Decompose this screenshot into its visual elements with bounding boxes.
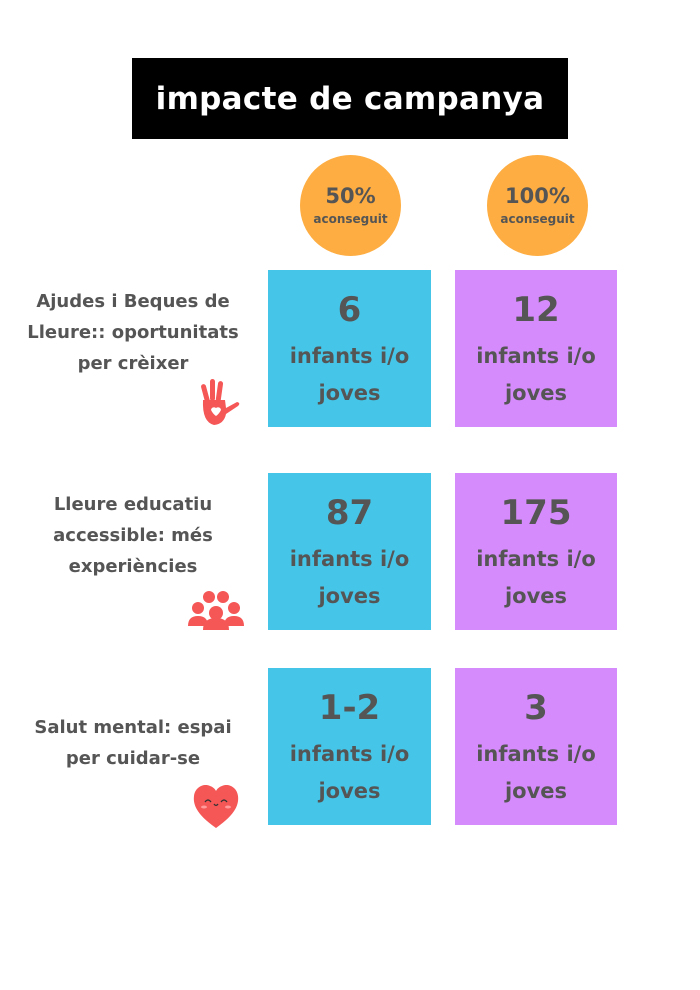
row-label: Lleure educatiu accessible: més experièn… bbox=[53, 494, 213, 577]
row-label: Ajudes i Beques de Lleure:: oportunitats… bbox=[27, 291, 239, 374]
goal-label: aconseguit bbox=[313, 211, 388, 226]
stat-box-50: 1-2 infants i/o joves bbox=[268, 668, 431, 825]
stat-unit: infants i/o joves bbox=[289, 343, 410, 405]
goal-percent: 100% bbox=[505, 183, 570, 208]
stat-value: 87 bbox=[325, 492, 374, 533]
stat-box-50: 87 infants i/o joves bbox=[268, 473, 431, 630]
stat-box-100: 175 infants i/o joves bbox=[455, 473, 617, 630]
stat-box-100: 3 infants i/o joves bbox=[455, 668, 617, 825]
stat-unit: infants i/o joves bbox=[289, 741, 410, 803]
stat-value: 175 bbox=[500, 492, 572, 533]
stat-box-100: 12 infants i/o joves bbox=[455, 270, 617, 427]
page-title: impacte de campanya bbox=[132, 58, 568, 139]
smiling-heart-icon bbox=[193, 785, 239, 828]
group-people-icon bbox=[188, 591, 244, 630]
goal-label: aconseguit bbox=[500, 211, 575, 226]
stat-unit: infants i/o joves bbox=[476, 343, 596, 405]
hand-heart-icon bbox=[201, 379, 240, 425]
stat-unit: infants i/o joves bbox=[476, 546, 596, 608]
stat-box-50: 6 infants i/o joves bbox=[268, 270, 431, 427]
goal-circle-100: 100% aconseguit bbox=[487, 155, 588, 256]
goal-circle-50: 50% aconseguit bbox=[300, 155, 401, 256]
row-label: Salut mental: espai per cuidar-se bbox=[34, 717, 232, 769]
stat-unit: infants i/o joves bbox=[289, 546, 410, 608]
stat-unit: infants i/o joves bbox=[476, 741, 596, 803]
stat-value: 3 bbox=[524, 687, 548, 728]
goal-percent: 50% bbox=[325, 183, 376, 208]
stat-value: 6 bbox=[337, 289, 362, 330]
stat-value: 12 bbox=[512, 289, 560, 330]
stat-value: 1-2 bbox=[318, 687, 381, 728]
